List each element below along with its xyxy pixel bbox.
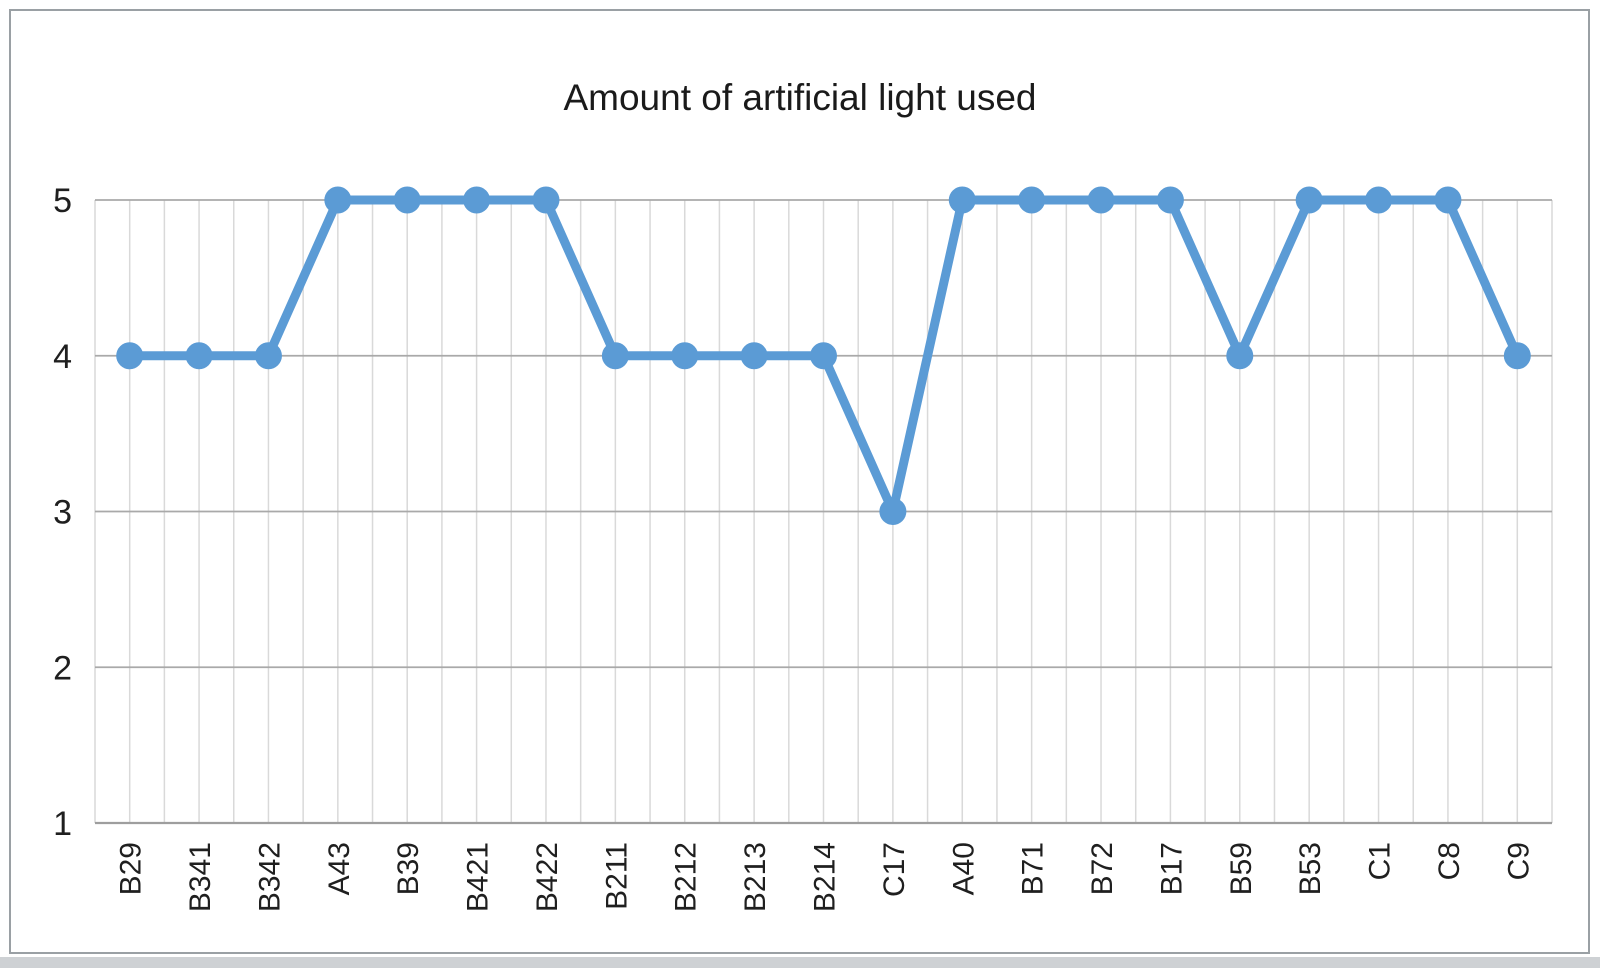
line-series	[116, 186, 1531, 525]
data-point-A40	[948, 186, 976, 214]
x-tick-B29: B29	[115, 842, 148, 895]
y-axis-tick-labels: 1 2 3 4 5	[53, 182, 72, 843]
data-point-B421	[463, 186, 491, 214]
x-tick-B211: B211	[600, 842, 633, 910]
page-edge-strip	[0, 957, 1600, 968]
data-point-B214	[810, 342, 837, 370]
data-point-B17	[1156, 186, 1184, 214]
x-tick-B214: B214	[809, 842, 842, 912]
x-tick-B341: B341	[184, 842, 217, 912]
x-tick-C17: C17	[878, 842, 911, 897]
data-point-C17	[879, 498, 907, 525]
y-tick-3: 3	[53, 494, 72, 532]
data-point-B29	[116, 342, 144, 370]
x-tick-B421: B421	[462, 842, 495, 912]
x-tick-B39: B39	[392, 842, 425, 895]
y-tick-2: 2	[53, 649, 72, 687]
data-point-B71	[1018, 186, 1046, 214]
data-point-B342	[254, 342, 282, 370]
x-tick-A43: A43	[323, 842, 356, 895]
chart-frame	[9, 9, 1590, 954]
data-point-C9	[1503, 342, 1531, 370]
data-point-B341	[185, 342, 213, 370]
data-point-B212	[671, 342, 699, 370]
x-tick-B342: B342	[253, 842, 286, 912]
chart-title: Amount of artificial light used	[563, 77, 1036, 118]
data-point-B59	[1226, 342, 1254, 370]
x-tick-C8: C8	[1433, 842, 1466, 880]
y-tick-1: 1	[53, 805, 72, 843]
x-tick-B59: B59	[1225, 842, 1258, 895]
data-point-B422	[532, 186, 560, 214]
x-tick-B72: B72	[1086, 842, 1119, 895]
x-tick-B71: B71	[1017, 842, 1050, 895]
y-tick-4: 4	[53, 338, 72, 376]
data-point-C8	[1434, 186, 1462, 214]
y-tick-5: 5	[53, 182, 72, 220]
x-tick-A40: A40	[947, 842, 980, 895]
x-axis-category-labels: B29 B341 B342 A43 B39 B421 B422 B211 B212 B213 B21…	[115, 842, 1536, 912]
data-point-B211	[601, 342, 629, 370]
x-tick-B17: B17	[1155, 842, 1188, 895]
data-point-B72	[1087, 186, 1115, 214]
x-tick-B422: B422	[531, 842, 564, 912]
x-tick-C1: C1	[1364, 842, 1397, 880]
data-point-C1	[1365, 186, 1393, 214]
data-point-A43	[324, 186, 352, 214]
data-point-B213	[740, 342, 768, 370]
x-tick-C9: C9	[1502, 842, 1535, 880]
x-tick-B212: B212	[670, 842, 703, 912]
data-point-B53	[1295, 186, 1323, 214]
x-tick-B213: B213	[739, 842, 772, 912]
x-tick-B53: B53	[1294, 842, 1327, 895]
data-point-B39	[393, 186, 421, 214]
